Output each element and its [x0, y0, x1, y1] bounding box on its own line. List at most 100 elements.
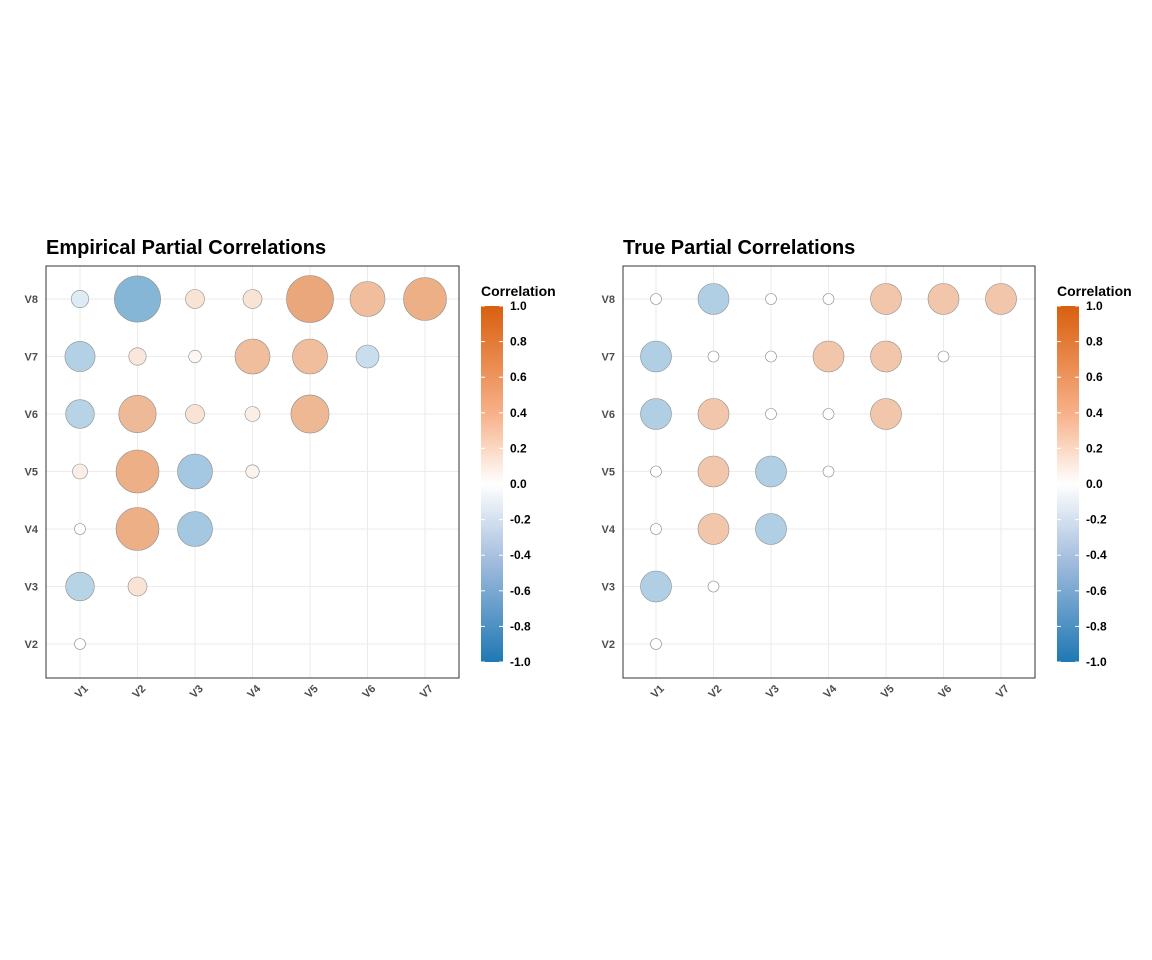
bubble-v4-v7: [234, 338, 271, 375]
x-tick-label: V6: [360, 683, 378, 701]
bubble-v5-v7: [292, 338, 328, 375]
bubble-v2-v8: [114, 275, 161, 323]
y-tick-label: V6: [25, 409, 38, 421]
bubble-v3-v4: [755, 513, 787, 545]
bubble-v1-v8: [71, 289, 90, 308]
y-tick-label: V8: [25, 294, 38, 306]
y-tick-label: V7: [25, 352, 38, 364]
bubble-v3-v6: [185, 404, 205, 424]
bubble-v3-v8: [765, 293, 777, 305]
y-axis-labels: V2 V3 V4 V5 V6 V7 V8: [602, 294, 616, 651]
bubble-v7-v8: [985, 283, 1017, 315]
bubble-v3-v8: [185, 289, 205, 309]
legend-tick-label: 0.0: [510, 477, 527, 491]
bubble-v6-v7: [355, 344, 380, 369]
bubble-v1-v3: [65, 571, 95, 602]
legend: Correlation 1.0 0.8 0.6 0.4 0.2 0.0 -0.2 -0.4 -0…: [1057, 283, 1132, 669]
bubble-v4-v5: [822, 465, 835, 478]
legend-title: Correlation: [1057, 283, 1132, 299]
bubble-v4-v7: [812, 340, 845, 373]
plot-border: [45, 265, 460, 679]
bubble-v2-v3: [127, 576, 148, 597]
legend-tick-label: 0.8: [510, 335, 527, 349]
bubble-v4-v5: [245, 464, 260, 479]
legend-tick-label: 0.6: [510, 370, 527, 384]
x-tick-label: V6: [936, 683, 954, 701]
bubble-v1-v4: [74, 523, 86, 535]
bubble-v1-v2: [650, 638, 662, 650]
legend-tick-label: 0.4: [1086, 406, 1103, 420]
bubble-v2-v7: [707, 350, 720, 363]
bubble-v3-v5: [755, 455, 787, 488]
colorbar: [1057, 306, 1079, 662]
legend-tick-label: -0.4: [510, 548, 531, 562]
bubble-v1-v5: [650, 465, 662, 478]
bubble-v4-v6: [244, 406, 261, 422]
bubble-v1-v6: [640, 398, 672, 430]
x-tick-label: V2: [706, 683, 724, 701]
legend-tick-label: 0.2: [1086, 441, 1103, 455]
bubble-v2-v3: [707, 580, 720, 593]
bubble-v2-v8: [697, 283, 730, 315]
legend-ticks: 1.0 0.8 0.6 0.4 0.2 0.0 -0.2 -0.4 -0.6 -0.8 -1.0: [481, 299, 531, 669]
legend-tick-label: 0.0: [1086, 477, 1103, 491]
legend-tick-label: -0.8: [510, 619, 531, 633]
bubble-v6-v8: [927, 283, 960, 315]
legend-tick-label: 0.2: [510, 441, 527, 455]
legend-tick-label: -0.8: [1086, 619, 1107, 633]
y-tick-label: V3: [602, 582, 615, 594]
panel-empirical: Empirical Partial Correlations V2V3V4V5V…: [25, 237, 556, 701]
legend: Correlation 1.0 0.8 0.6 0.4 0.2 0.0 -0.2 -0.4 -0…: [481, 283, 556, 669]
bubble-v2-v5: [697, 455, 730, 488]
bubble-v3-v7: [765, 350, 777, 363]
legend-tick-label: -0.6: [1086, 584, 1107, 598]
legend-ticks: 1.0 0.8 0.6 0.4 0.2 0.0 -0.2 -0.4 -0.6 -0.8 -1.0: [1057, 299, 1107, 669]
bubble-v5-v8: [286, 275, 334, 323]
bubble-v5-v6: [290, 394, 330, 434]
y-tick-label: V6: [602, 409, 615, 421]
x-tick-label: V5: [303, 683, 321, 701]
panel-true: True Partial Correlations V2 V3 V4 V5 V6 V7 V8…: [602, 237, 1132, 701]
legend-tick-label: -0.6: [510, 584, 531, 598]
x-tick-label: V4: [245, 682, 264, 701]
legend-tick-label: -0.2: [510, 513, 531, 527]
bubble-v2-v4: [697, 513, 730, 545]
y-tick-label: V3: [25, 582, 38, 594]
x-axis-labels: V1 V2 V3 V4 V5 V6 V7: [73, 682, 436, 701]
bubble-v3-v6: [765, 408, 777, 420]
y-tick-label: V8: [602, 294, 615, 306]
bubble-v2-v5: [115, 449, 160, 494]
x-tick-label: V1: [649, 683, 667, 701]
bubble-v6-v7: [937, 350, 950, 363]
x-tick-label: V3: [764, 683, 782, 701]
legend-tick-label: 0.4: [510, 406, 527, 420]
bubble-v1-v8: [650, 293, 662, 305]
y-tick-label: V5: [25, 467, 38, 479]
bubble-v5-v8: [870, 283, 902, 315]
bubble-v4-v8: [822, 293, 835, 305]
plot-border: [622, 265, 1036, 679]
bubble-v1-v3: [640, 570, 672, 603]
bubble-v6-v8: [349, 281, 386, 317]
legend-tick-label: 1.0: [1086, 299, 1103, 313]
bubble-v5-v7: [870, 340, 902, 373]
legend-tick-label: 1.0: [510, 299, 527, 313]
bubble-v1-v4: [650, 523, 662, 535]
chart-title: True Partial Correlations: [623, 237, 855, 259]
colorbar: [481, 306, 503, 662]
bubble-v1-v2: [74, 638, 86, 650]
bubble-v1-v6: [65, 399, 95, 429]
bubble-v7-v8: [403, 277, 447, 321]
bubble-v2-v6: [118, 394, 157, 433]
x-axis-labels: V1 V2 V3 V4 V5 V6 V7: [649, 682, 1012, 701]
bubble-v4-v6: [822, 408, 835, 420]
legend-tick-label: -0.4: [1086, 548, 1107, 562]
bubble-v1-v7: [64, 341, 96, 372]
bubble-v1-v7: [640, 340, 672, 373]
x-tick-label: V7: [418, 683, 436, 701]
chart-title: Empirical Partial Correlations: [46, 237, 326, 259]
bubble-v3-v5: [177, 453, 213, 490]
bubble-v3-v4: [177, 511, 213, 547]
y-tick-label: V4: [602, 524, 616, 536]
